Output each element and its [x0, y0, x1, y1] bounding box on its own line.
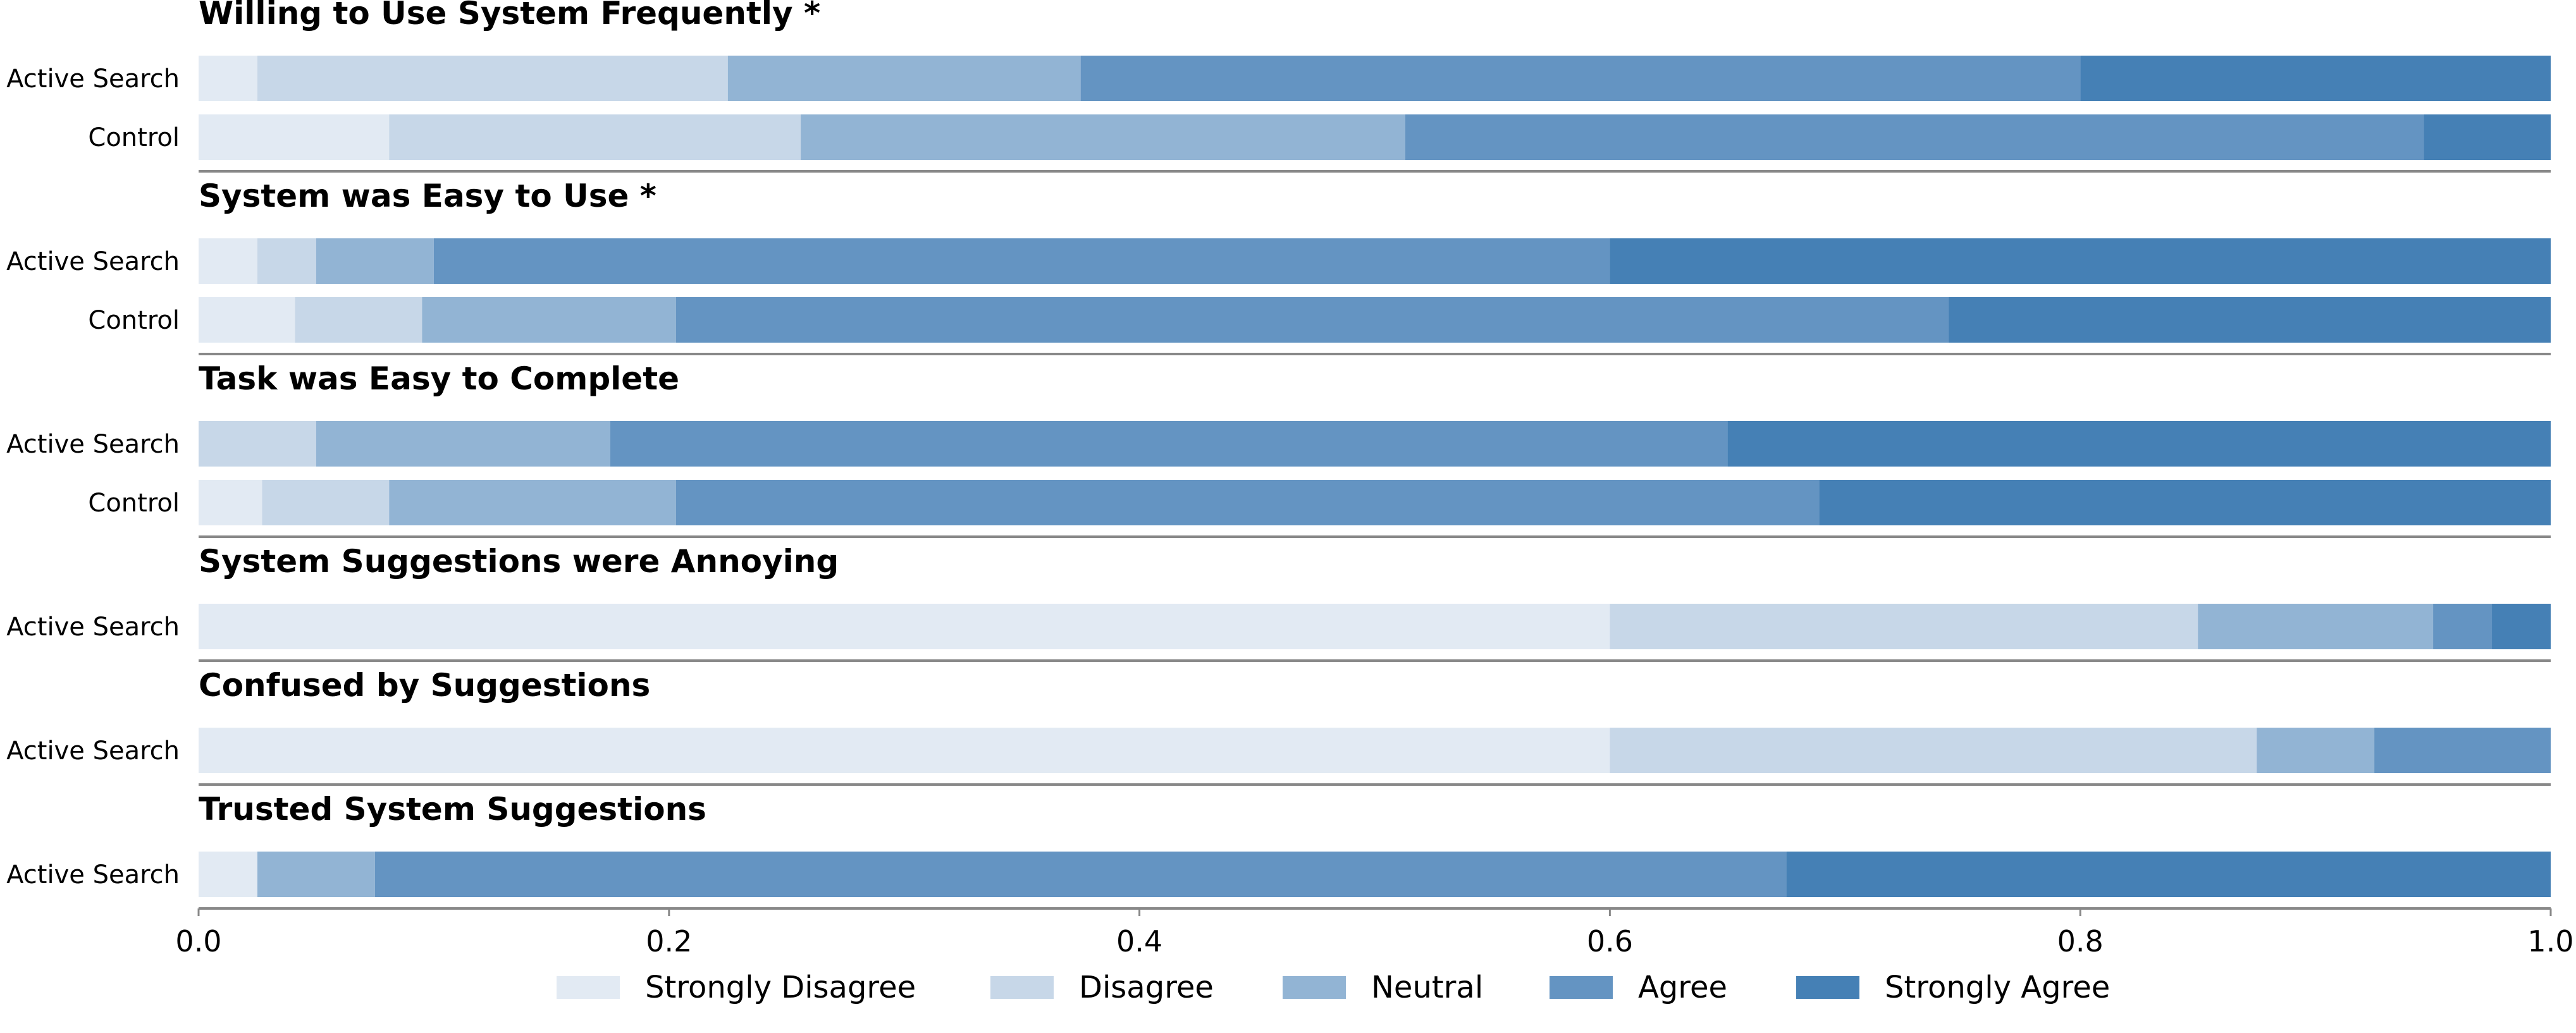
row-label: Control: [88, 123, 180, 152]
bar-segment-disagree: [257, 238, 316, 284]
bar-segment-agree: [433, 238, 1610, 284]
bar-segment-neutral: [316, 421, 610, 467]
bar-segment-agree: [2433, 604, 2493, 649]
bar-segment-strongly-agree: [1727, 421, 2551, 467]
bar-segment-strongly-disagree: [199, 238, 257, 284]
legend-swatch: [557, 976, 620, 999]
row-label: Active Search: [6, 430, 180, 459]
legend-label: Strongly Disagree: [645, 970, 916, 1005]
bar-segment-neutral: [727, 56, 1081, 101]
bar-segment-disagree: [257, 56, 728, 101]
bar-segment-strongly-agree: [1786, 852, 2551, 897]
x-tick-label: 0.2: [646, 924, 692, 958]
row-label: Active Search: [6, 64, 180, 94]
legend-swatch: [990, 976, 1054, 999]
legend-swatch: [1796, 976, 1859, 999]
legend-label: Strongly Agree: [1885, 970, 2110, 1005]
bar-segment-disagree: [1610, 604, 2198, 649]
bar-segment-agree: [1405, 114, 2424, 160]
group-title: System was Easy to Use *: [199, 178, 656, 214]
bar-segment-agree: [2374, 728, 2551, 773]
x-tick-label: 0.0: [175, 924, 221, 958]
bar-segment-strongly-agree: [2424, 114, 2551, 160]
bar-segment-agree: [610, 421, 1728, 467]
bar-segment-strongly-disagree: [199, 728, 1610, 773]
bar-segment-neutral: [389, 480, 676, 525]
bar-segment-disagree: [295, 297, 422, 343]
bar-segment-strongly-agree: [1819, 480, 2551, 525]
bar-segment-strongly-agree: [1948, 297, 2551, 343]
group-title: System Suggestions were Annoying: [199, 543, 839, 580]
row-label: Active Search: [6, 737, 180, 766]
row-label: Control: [88, 489, 180, 518]
bar-segment-strongly-disagree: [199, 114, 390, 160]
bar-segment-agree: [374, 852, 1787, 897]
x-tick-label: 1.0: [2527, 924, 2573, 958]
legend-label: Neutral: [1371, 970, 1483, 1005]
group-title: Task was Easy to Complete: [199, 360, 679, 397]
x-tick-label: 0.4: [1116, 924, 1162, 958]
x-tick-label: 0.6: [1587, 924, 1633, 958]
legend-label: Disagree: [1079, 970, 1214, 1005]
bar-segment-disagree: [199, 421, 316, 467]
group-title: Willing to Use System Frequently *: [199, 0, 820, 32]
bar-segment-disagree: [262, 480, 390, 525]
bar-segment-neutral: [2198, 604, 2434, 649]
bar-segment-strongly-agree: [1610, 238, 2551, 284]
bar-segment-strongly-disagree: [199, 56, 257, 101]
legend-swatch: [1283, 976, 1346, 999]
group-title: Confused by Suggestions: [199, 667, 650, 704]
group-title: Trusted System Suggestions: [199, 791, 706, 828]
row-label: Control: [88, 306, 180, 335]
bar-segment-strongly-disagree: [199, 297, 295, 343]
bar-segment-neutral: [316, 238, 434, 284]
x-tick-label: 0.8: [2057, 924, 2104, 958]
bar-segment-agree: [675, 297, 1949, 343]
bar-segment-neutral: [257, 852, 375, 897]
bar-segment-neutral: [2257, 728, 2375, 773]
legend-swatch: [1550, 976, 1613, 999]
row-label: Active Search: [6, 247, 180, 276]
bar-segment-strongly-disagree: [199, 852, 257, 897]
row-label: Active Search: [6, 860, 180, 889]
bar-segment-agree: [675, 480, 1820, 525]
bar-segment-strongly-disagree: [199, 480, 262, 525]
bar-segment-neutral: [422, 297, 676, 343]
bar-segment-strongly-disagree: [199, 604, 1610, 649]
legend-label: Agree: [1638, 970, 1727, 1005]
row-label: Active Search: [6, 613, 180, 642]
bar-segment-agree: [1080, 56, 2081, 101]
bar-segment-strongly-agree: [2492, 604, 2551, 649]
bar-segment-strongly-agree: [2080, 56, 2551, 101]
bar-segment-disagree: [389, 114, 801, 160]
bar-segment-neutral: [801, 114, 1405, 160]
bar-segment-disagree: [1610, 728, 2257, 773]
